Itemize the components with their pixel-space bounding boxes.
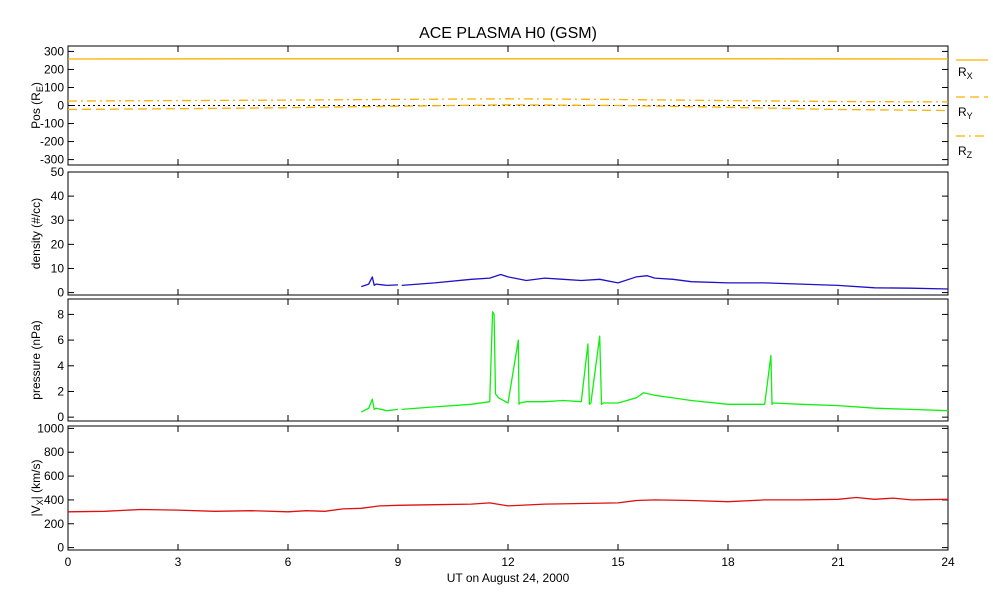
legend-label-subscript: Z <box>967 150 973 160</box>
y-tick-label-density: 50 <box>51 165 65 179</box>
y-tick-label-pressure: 2 <box>57 384 64 398</box>
legend-label-subscript: Y <box>967 111 973 121</box>
y-axis-label-text: |V <box>29 505 43 516</box>
y-tick-label-vx: 1000 <box>37 421 64 435</box>
x-tick-label: 21 <box>831 555 845 569</box>
y-tick-label-pressure: 8 <box>57 307 64 321</box>
x-axis-label: UT on August 24, 2000 <box>447 571 570 585</box>
legend-entry: RZ <box>958 144 973 160</box>
y-axis-label-text: Pos (R <box>29 92 43 129</box>
y-tick-label-pos: 0 <box>57 99 64 113</box>
x-tick-label: 18 <box>721 555 735 569</box>
y-tick-label-vx: 400 <box>44 493 64 507</box>
x-tick-label: 9 <box>395 555 402 569</box>
y-axis-label-subscript: E <box>35 86 45 92</box>
x-tick-label: 15 <box>611 555 625 569</box>
x-tick-label: 0 <box>65 555 72 569</box>
series-line-pos <box>67 104 949 112</box>
y-tick-label-density: 30 <box>51 213 65 227</box>
y-axis-label-vx: |VX| (km/s) <box>29 460 45 517</box>
series-line-vx <box>67 496 949 513</box>
y-tick-label-pos: 200 <box>44 62 64 76</box>
series-line-pressure <box>401 311 949 412</box>
y-tick-label-vx: 600 <box>44 469 64 483</box>
y-tick-label-density: 40 <box>51 189 65 203</box>
legend-label-subscript: X <box>967 71 973 81</box>
legend-label: R <box>958 65 967 79</box>
y-tick-label-pos: 100 <box>44 80 64 94</box>
legend-entry: RX <box>958 65 973 81</box>
y-axis-label-end: ) <box>29 82 43 86</box>
y-tick-label-pressure: 0 <box>57 410 64 424</box>
y-axis-label-text: density (#/cc) <box>29 198 43 269</box>
y-tick-label-pos: -100 <box>40 117 64 131</box>
y-tick-label-density: 20 <box>51 237 65 251</box>
y-axis-label-end: | (km/s) <box>29 460 43 500</box>
x-tick-label: 12 <box>501 555 515 569</box>
y-tick-label-vx: 800 <box>44 445 64 459</box>
y-tick-label-pos: 300 <box>44 44 64 58</box>
series-line-density <box>401 273 949 290</box>
x-tick-label: 6 <box>285 555 292 569</box>
series-line-pressure <box>361 398 399 413</box>
y-axis-label-subscript: X <box>35 499 45 505</box>
y-axis-label-pressure: pressure (nPa) <box>29 320 43 399</box>
y-tick-label-vx: 0 <box>57 541 64 555</box>
y-axis-label-pos: Pos (RE) <box>29 82 45 129</box>
y-tick-label-pressure: 6 <box>57 333 64 347</box>
y-tick-label-vx: 200 <box>44 517 64 531</box>
y-tick-label-pos: -300 <box>40 153 64 167</box>
y-axis-label-text: pressure (nPa) <box>29 320 43 399</box>
chart-title: ACE PLASMA H0 (GSM) <box>419 25 597 42</box>
panel-frame-vx <box>67 425 949 551</box>
x-tick-label: 24 <box>941 555 955 569</box>
y-tick-label-pressure: 4 <box>57 359 64 373</box>
y-tick-label-density: 10 <box>51 261 65 275</box>
series-line-density <box>361 276 399 288</box>
legend-label: R <box>958 144 967 158</box>
y-axis-label-density: density (#/cc) <box>29 198 43 269</box>
x-tick-label: 3 <box>175 555 182 569</box>
legend-entry: RY <box>958 105 973 121</box>
series-line-pos <box>67 98 949 103</box>
y-tick-label-pos: -200 <box>40 135 64 149</box>
legend-label: R <box>958 105 967 119</box>
y-tick-label-density: 0 <box>57 286 64 300</box>
